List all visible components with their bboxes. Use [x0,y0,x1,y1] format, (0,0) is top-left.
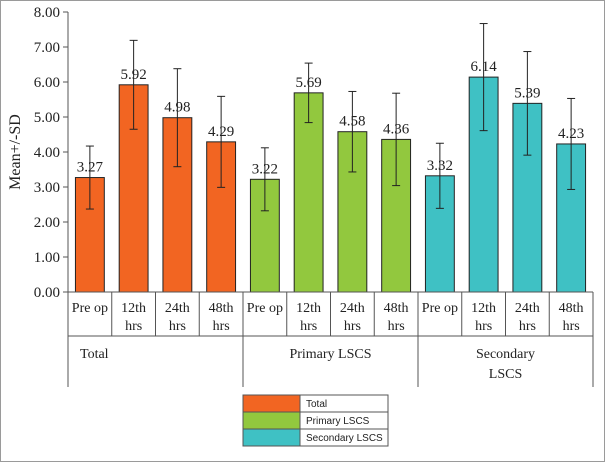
x-time-label: 12th [471,301,496,316]
x-time-label: 48th [559,301,584,316]
data-label: 5.39 [514,85,540,101]
x-time-label: Pre op [72,301,108,316]
x-time-label: hrs [563,319,580,334]
data-label: 6.14 [471,59,498,75]
y-tick-label: 8.00 [34,5,60,21]
y-tick-label: 4.00 [34,145,60,161]
data-label: 3.32 [427,158,453,174]
x-group-label: Secondary [476,347,535,362]
x-time-label: 48th [209,301,234,316]
x-time-label: Pre op [247,301,283,316]
y-tick-label: 3.00 [34,180,60,196]
x-time-label: 24th [165,301,190,316]
x-group-label: Primary LSCS [289,347,371,362]
data-label: 3.27 [77,160,104,176]
x-time-label: hrs [475,319,492,334]
x-time-label: hrs [213,319,230,334]
legend-label: Total [306,399,327,410]
x-time-label: 48th [384,301,409,316]
x-time-label: hrs [125,319,142,334]
x-time-label: Pre op [422,301,458,316]
data-label: 4.29 [208,124,234,140]
legend-swatch [242,394,301,413]
y-tick-label: 1.00 [34,250,60,266]
y-tick-label: 5.00 [34,110,60,126]
legend-label: Primary LSCS [306,416,370,427]
legend-swatch [242,411,301,430]
legend-label: Secondary LSCS [306,433,383,444]
bar [293,92,324,293]
x-time-label: hrs [169,319,186,334]
x-time-label: hrs [519,319,536,334]
x-time-label: 24th [340,301,365,316]
data-label: 5.69 [296,75,322,91]
y-axis-title: Mean+/-SD [7,114,24,190]
data-label: 4.36 [383,121,410,137]
x-group-label: Total [80,347,109,362]
y-tick-label: 2.00 [34,215,60,231]
x-time-label: hrs [300,319,317,334]
x-time-label: hrs [344,319,361,334]
y-tick-label: 7.00 [34,40,60,56]
x-time-label: hrs [388,319,405,334]
data-label: 5.92 [121,67,147,83]
y-tick-label: 0.00 [34,285,60,301]
data-label: 4.98 [164,100,190,116]
y-tick-label: 6.00 [34,75,60,91]
x-time-label: 12th [121,301,146,316]
data-label: 4.58 [339,114,365,130]
x-group-label: LSCS [489,367,522,382]
legend-swatch [242,428,301,447]
data-label: 3.22 [252,161,278,177]
x-time-label: 12th [296,301,321,316]
data-label: 4.23 [558,126,584,142]
x-time-label: 24th [515,301,540,316]
